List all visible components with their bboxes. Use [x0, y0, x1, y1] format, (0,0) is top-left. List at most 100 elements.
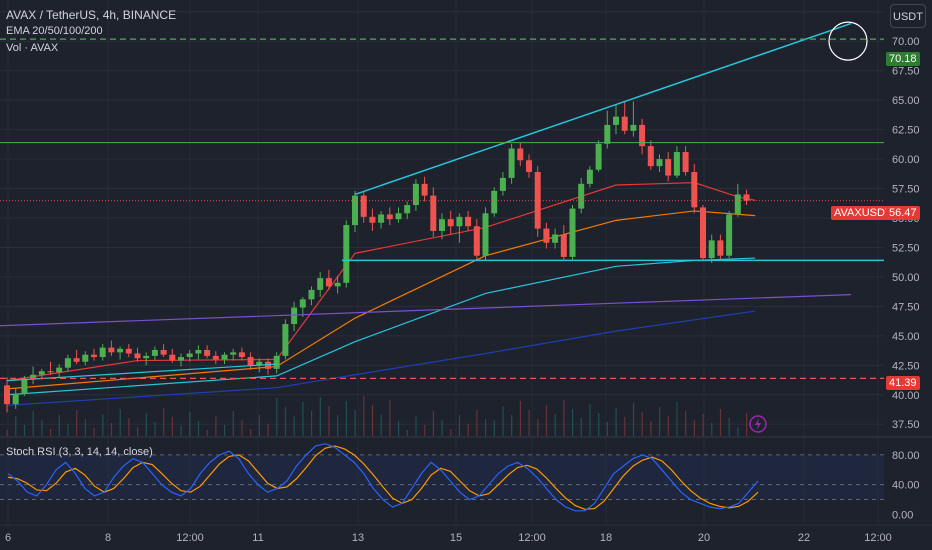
- volume-bar: [354, 410, 356, 436]
- stoch-rsi-pane: 0.00 40.00 80.00: [0, 436, 932, 522]
- volume-bar: [737, 427, 739, 436]
- price-tick-label: 50.00: [892, 272, 920, 284]
- volume-bar: [615, 408, 617, 436]
- time-tick-label: 22: [798, 532, 810, 544]
- candle-body: [56, 367, 63, 373]
- volume-bar: [476, 410, 478, 436]
- price-tick-label: 47.50: [892, 301, 920, 313]
- candle-body: [99, 347, 106, 358]
- chart-title: AVAX / TetherUS, 4h, BINANCE: [6, 8, 177, 22]
- candle-body: [186, 353, 193, 358]
- price-tick-label: 52.50: [892, 242, 920, 254]
- candle-body: [412, 183, 419, 206]
- symbol-badge: AVAXUSDT: [831, 206, 895, 220]
- currency-button[interactable]: USDT: [890, 4, 926, 28]
- candle-body: [195, 349, 202, 354]
- time-tick-label: 12:00: [864, 532, 892, 544]
- candle-body: [647, 146, 654, 167]
- volume-bar: [224, 425, 226, 436]
- volume-bar: [171, 417, 173, 436]
- candle-body: [552, 234, 559, 243]
- drawings: [0, 21, 884, 433]
- volume-bar: [519, 401, 521, 436]
- candle-body: [499, 177, 506, 191]
- candle-body: [299, 299, 306, 308]
- candle-body: [151, 349, 158, 356]
- volume-bar: [389, 400, 391, 436]
- price-tick-label: 62.50: [892, 125, 920, 137]
- candle-body: [47, 371, 54, 373]
- candle-body: [247, 357, 254, 366]
- volume-bar: [110, 423, 113, 436]
- volume-bar: [458, 415, 461, 436]
- candle-body: [238, 352, 245, 358]
- price-tick-label: 67.50: [892, 66, 920, 78]
- stoch-k-line: [7, 443, 759, 512]
- candle-body: [621, 116, 628, 131]
- time-tick-label: 18: [600, 532, 612, 544]
- candle-body: [421, 183, 428, 196]
- candle-body: [630, 124, 637, 131]
- candle-body: [430, 195, 437, 231]
- volume-bar: [189, 412, 191, 436]
- volume-bar: [180, 426, 182, 436]
- last-price-badge: 56.47: [886, 206, 920, 220]
- volume-bar: [76, 410, 78, 436]
- candle-body: [456, 216, 463, 227]
- candle-body: [682, 152, 689, 173]
- volume-bar: [641, 412, 643, 436]
- candle-body: [665, 159, 672, 176]
- volume-bar: [302, 402, 304, 436]
- volume-bar: [711, 423, 713, 436]
- volume-bar: [41, 420, 43, 436]
- volume-bar: [250, 429, 252, 436]
- candle-body: [169, 354, 176, 361]
- volume-bar: [398, 421, 400, 436]
- volume-bar: [467, 424, 469, 436]
- candle-body: [230, 352, 237, 355]
- volume-bar: [67, 424, 69, 436]
- candle-body: [352, 195, 358, 226]
- candle-body: [595, 143, 602, 170]
- volume-bar: [380, 414, 382, 436]
- candle-body: [717, 240, 724, 256]
- volume-bar: [363, 396, 365, 436]
- price-tick-label: 65.00: [892, 95, 920, 107]
- volume-bar: [328, 406, 330, 436]
- volume-bar: [667, 416, 669, 436]
- volume-bar: [154, 422, 156, 436]
- volume-bar: [719, 409, 722, 436]
- candle-body: [143, 355, 150, 359]
- volume-bar: [406, 430, 408, 436]
- volume-bars: [6, 396, 748, 436]
- volume-bar: [572, 409, 574, 436]
- ascending-resistance-line: [354, 22, 852, 196]
- candle-body: [125, 348, 132, 354]
- rsi-tick-label: 0.00: [892, 510, 913, 522]
- ema200-line: [6, 310, 756, 406]
- volume-bar: [624, 417, 626, 436]
- volume-bar: [32, 411, 34, 436]
- candle-body: [656, 159, 663, 167]
- volume-bar: [728, 418, 730, 436]
- candle-body: [291, 307, 298, 325]
- time-tick-label: 20: [698, 532, 710, 544]
- candle-body: [265, 361, 271, 369]
- volume-bar: [676, 402, 678, 436]
- volume-bar: [267, 424, 269, 436]
- volume-bar: [528, 410, 530, 436]
- candle-body: [212, 355, 219, 360]
- candle-body: [282, 324, 289, 356]
- volume-bar: [128, 418, 130, 436]
- volume-bar: [424, 425, 426, 436]
- candle-body: [743, 194, 750, 201]
- volume-legend: Vol · AVAX: [6, 42, 59, 54]
- volume-bar: [415, 416, 417, 436]
- candle-body: [343, 225, 350, 283]
- candle-body: [708, 240, 715, 259]
- candle-body: [491, 190, 498, 214]
- candle-body: [82, 354, 89, 362]
- candle-body: [204, 349, 211, 356]
